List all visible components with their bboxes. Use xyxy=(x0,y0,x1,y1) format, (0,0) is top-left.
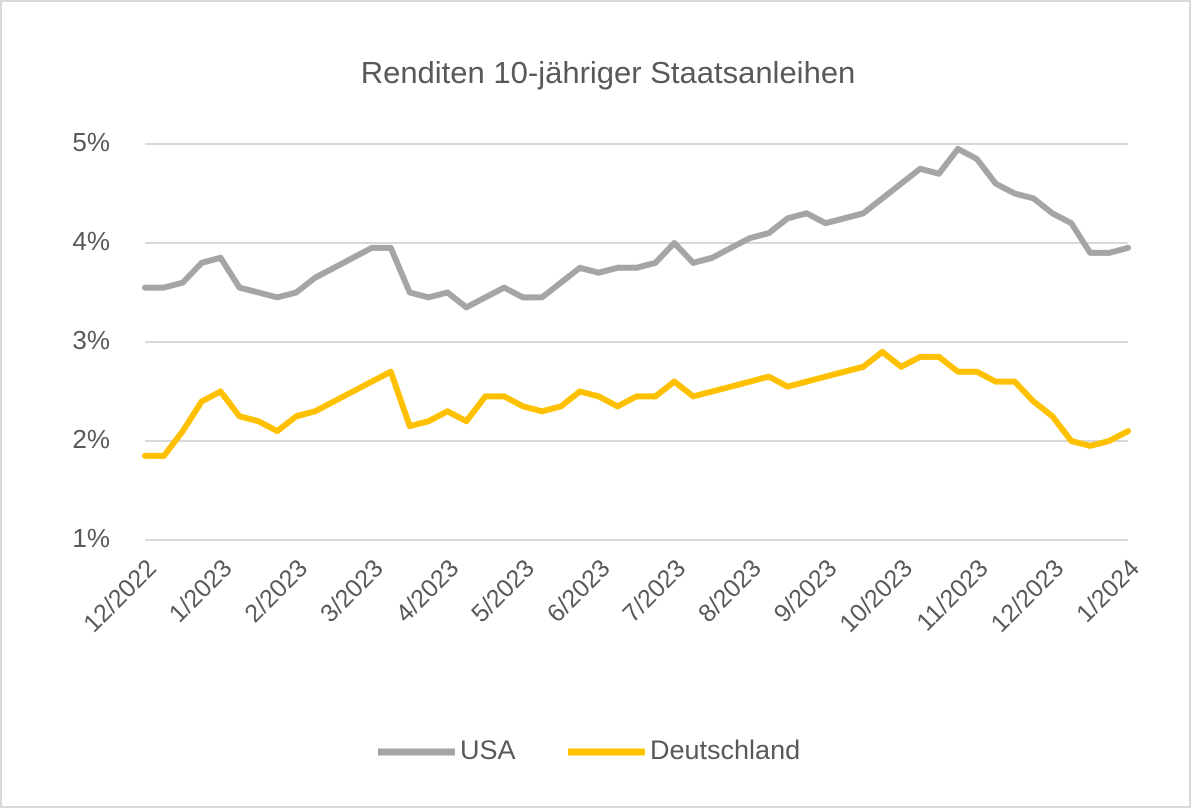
y-tick-label: 5% xyxy=(72,127,110,157)
legend-label: USA xyxy=(460,735,516,765)
y-tick-label: 1% xyxy=(72,523,110,553)
y-tick-label: 4% xyxy=(72,226,110,256)
y-tick-label: 3% xyxy=(72,325,110,355)
series-line xyxy=(142,348,1131,459)
series-line xyxy=(142,145,1131,311)
legend-label: Deutschland xyxy=(650,735,800,765)
y-tick-label: 2% xyxy=(72,424,110,454)
chart-title: Renditen 10-jähriger Staatsanleihen xyxy=(361,55,856,90)
